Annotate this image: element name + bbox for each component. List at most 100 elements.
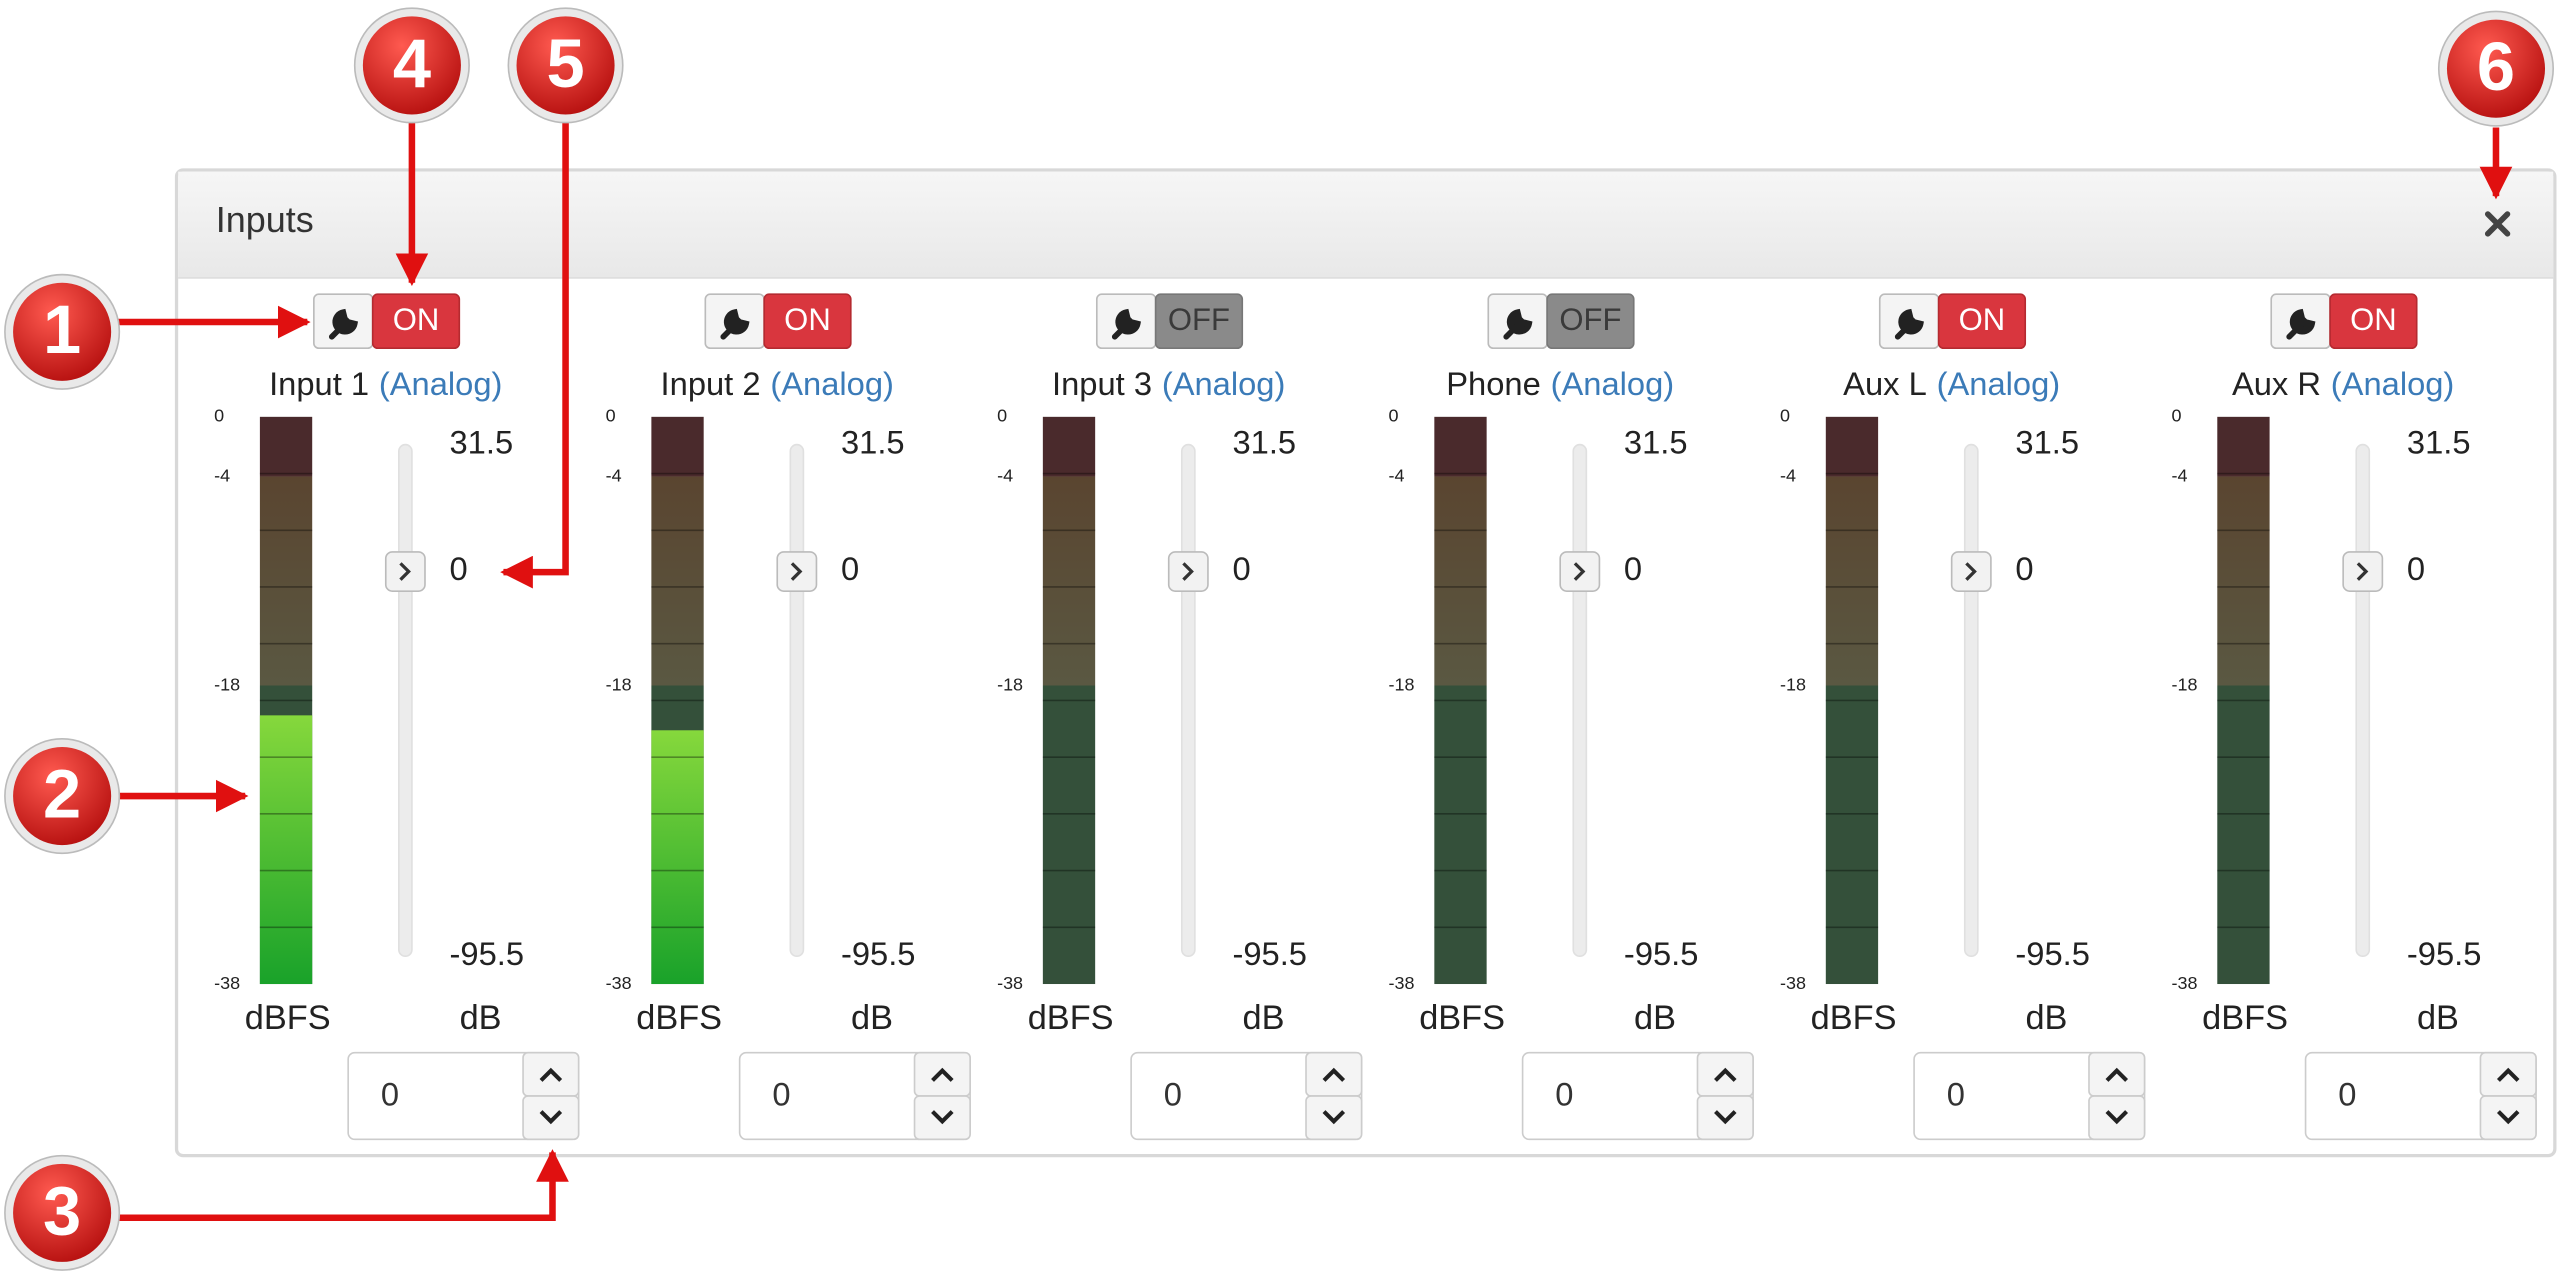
meter-peak-zone xyxy=(1825,416,1879,477)
gain-input-value: 0 xyxy=(772,1075,790,1112)
spin-down-icon xyxy=(1322,1110,1346,1125)
meter-peak-zone xyxy=(259,416,313,477)
fader-thumb[interactable] xyxy=(1950,551,1992,592)
power-toggle[interactable] xyxy=(2329,293,2418,349)
fader-thumb-icon xyxy=(790,562,803,581)
fader-thumb-icon xyxy=(1965,562,1977,581)
fader-track xyxy=(2355,443,2371,958)
channel-type: (Analog) xyxy=(1551,364,1675,401)
meter-scale-label: -18 xyxy=(214,674,240,694)
meter-scale-label: -38 xyxy=(606,973,632,993)
arrow xyxy=(500,122,569,589)
meter-mid-zone xyxy=(259,476,313,686)
power-toggle[interactable] xyxy=(371,293,461,349)
gain-input[interactable] xyxy=(738,1051,971,1141)
meter-mid-zone xyxy=(1434,476,1487,686)
fader-track xyxy=(1572,443,1588,958)
meter-unit: dBFS xyxy=(1028,999,1114,1037)
callout-badge xyxy=(362,16,461,115)
gain-unit: dB xyxy=(2025,999,2067,1037)
fader-thumb[interactable] xyxy=(384,551,426,592)
callouts: 1 2 3 4 5 6 xyxy=(4,7,2555,1271)
fader-thumb[interactable] xyxy=(1167,551,1209,592)
fader-thumb-icon xyxy=(1182,562,1194,581)
meter-mid-zone xyxy=(2217,476,2270,686)
callout-badge xyxy=(13,1163,112,1262)
gain-input[interactable] xyxy=(2304,1051,2537,1141)
gain-input[interactable] xyxy=(1521,1051,1754,1141)
power-toggle[interactable] xyxy=(1154,293,1244,349)
meter-scale-label: 0 xyxy=(1780,406,1790,426)
spin-down[interactable] xyxy=(2088,1095,2146,1141)
gain-input[interactable] xyxy=(1913,1051,2146,1141)
meter-scale-label: -38 xyxy=(2172,973,2198,993)
meter-scale-label: 0 xyxy=(606,406,616,426)
meter-scale-label: -4 xyxy=(1780,465,1796,485)
fader-thumb[interactable] xyxy=(2342,551,2384,592)
power-toggle[interactable] xyxy=(763,293,852,349)
fader-thumb[interactable] xyxy=(1559,551,1601,592)
channel-label: Phone (Analog) xyxy=(1446,364,1674,401)
callout-number: 5 xyxy=(546,25,584,102)
fader-thumb-icon xyxy=(1573,562,1586,581)
panel: Inputs xyxy=(174,168,2557,1158)
spin-up[interactable] xyxy=(913,1051,971,1097)
spin-down[interactable] xyxy=(522,1095,580,1141)
channel-label: Aux L (Analog) xyxy=(1843,364,2060,401)
meter-peak-zone xyxy=(2217,416,2270,477)
close-button[interactable] xyxy=(2484,211,2511,237)
channel-label: Input 3 (Analog) xyxy=(1052,364,1285,401)
power-toggle[interactable] xyxy=(1937,293,2027,349)
spin-up[interactable] xyxy=(522,1051,580,1097)
gain-input-value: 0 xyxy=(381,1075,399,1112)
fader-track xyxy=(1963,443,1979,958)
meter-scale-label: -4 xyxy=(997,465,1013,485)
gain-max: 31.5 xyxy=(450,423,514,460)
meter-mid-zone xyxy=(651,476,704,686)
channel: ON Input 2 (Analog) 0 -4 -18 -38 31.5 0 -95.5 dBFS… xyxy=(606,293,971,1141)
meter-scale-label: -38 xyxy=(997,973,1023,993)
meter-scale-label: -4 xyxy=(2172,465,2188,485)
spin-down[interactable] xyxy=(1305,1095,1363,1141)
spin-up-icon xyxy=(931,1067,954,1082)
power-toggle[interactable] xyxy=(1546,293,1635,349)
meter-peak-zone xyxy=(651,416,704,477)
meter-peak-zone xyxy=(1434,416,1487,477)
meter-mid-zone xyxy=(1825,476,1879,686)
spin-up[interactable] xyxy=(1305,1051,1363,1097)
gain-value: 0 xyxy=(450,550,468,587)
meter-scale-label: -18 xyxy=(997,674,1023,694)
spin-up[interactable] xyxy=(2088,1051,2146,1097)
fader-thumb-icon xyxy=(399,562,411,581)
spin-down[interactable] xyxy=(913,1095,971,1141)
meter-scale-label: -18 xyxy=(606,674,632,694)
spin-down[interactable] xyxy=(2479,1095,2537,1141)
gain-input[interactable] xyxy=(347,1051,580,1141)
gain-input-value: 0 xyxy=(2338,1075,2356,1112)
spin-up[interactable] xyxy=(2479,1051,2537,1097)
fader-thumb[interactable] xyxy=(776,551,818,592)
toggle-state: ON xyxy=(2350,302,2397,337)
channel-type: (Analog) xyxy=(770,364,894,401)
meter-scale-label: -4 xyxy=(606,465,622,485)
meter-low-zone xyxy=(1434,685,1487,985)
channel-label: Aux R (Analog) xyxy=(2232,364,2454,401)
wrench-icon xyxy=(1894,308,1924,340)
panel-header xyxy=(178,171,2554,278)
spin-up[interactable] xyxy=(1696,1051,1754,1097)
meter-level xyxy=(259,715,313,985)
gain-input-value: 0 xyxy=(1555,1075,1573,1112)
gain-max: 31.5 xyxy=(2015,423,2079,460)
gain-unit: dB xyxy=(2417,999,2459,1037)
meter-scale-label: -18 xyxy=(1780,674,1806,694)
gain-value: 0 xyxy=(2407,550,2425,587)
spin-down[interactable] xyxy=(1696,1095,1754,1141)
channel: ON Aux R (Analog) 0 -4 -18 -38 31.5 0 -95.5 dBFS dB… xyxy=(2172,293,2537,1141)
spin-up-icon xyxy=(1714,1067,1737,1082)
gain-input[interactable] xyxy=(1130,1051,1363,1141)
spin-up-icon xyxy=(2496,1067,2520,1082)
meter-scale-label: 0 xyxy=(214,406,224,426)
meter-scale-label: -4 xyxy=(1389,465,1405,485)
panel-frame xyxy=(174,168,2557,1158)
fader-track xyxy=(1180,443,1196,958)
